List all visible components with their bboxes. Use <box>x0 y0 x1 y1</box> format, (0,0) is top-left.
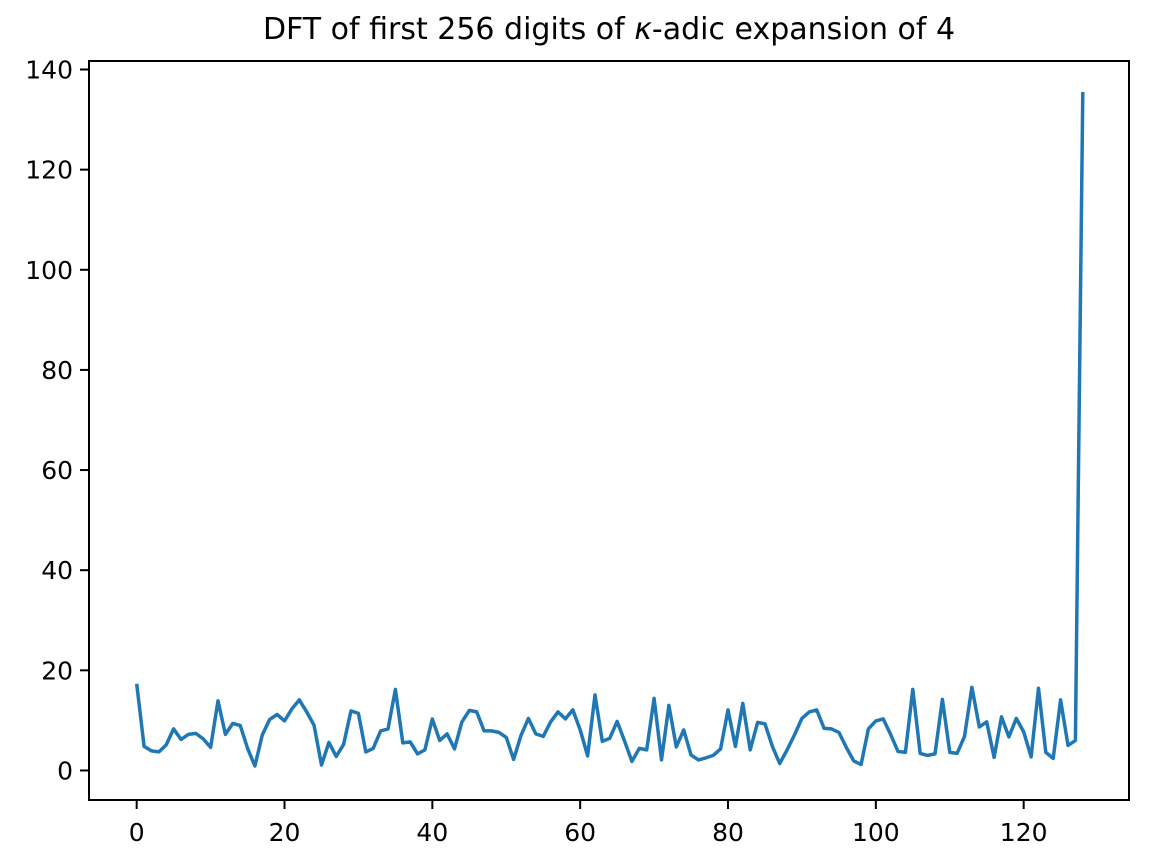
x-tick-label: 100 <box>852 818 900 847</box>
chart-title: DFT of first 256 digits of κ-adic expans… <box>263 12 955 47</box>
x-tick-label: 80 <box>712 818 744 847</box>
y-tick-label: 60 <box>41 456 73 485</box>
y-tick-label: 20 <box>41 656 73 685</box>
x-tick-label: 0 <box>129 818 145 847</box>
chart-title-kappa-symbol: κ <box>634 12 652 47</box>
x-tick-label: 40 <box>416 818 448 847</box>
chart-title-prefix: DFT of first 256 digits of <box>263 12 634 47</box>
x-tick-label: 120 <box>1000 818 1048 847</box>
x-tick-label: 20 <box>269 818 301 847</box>
dft-magnitude-line <box>134 91 1085 768</box>
y-tick-label: 100 <box>25 256 73 285</box>
y-tick-label: 80 <box>41 356 73 385</box>
y-tick-label: 120 <box>25 156 73 185</box>
chart-title-suffix: -adic expansion of 4 <box>652 12 955 47</box>
y-tick-label: 140 <box>25 56 73 85</box>
y-tick-label: 0 <box>57 756 73 785</box>
y-tick-label: 40 <box>41 556 73 585</box>
y-axis-ticks: 0 20 40 60 80 100 120 140 <box>25 56 89 785</box>
x-axis-ticks: 0 20 40 60 80 100 120 <box>129 800 1048 847</box>
x-tick-label: 60 <box>564 818 596 847</box>
plot-area <box>88 60 1130 801</box>
